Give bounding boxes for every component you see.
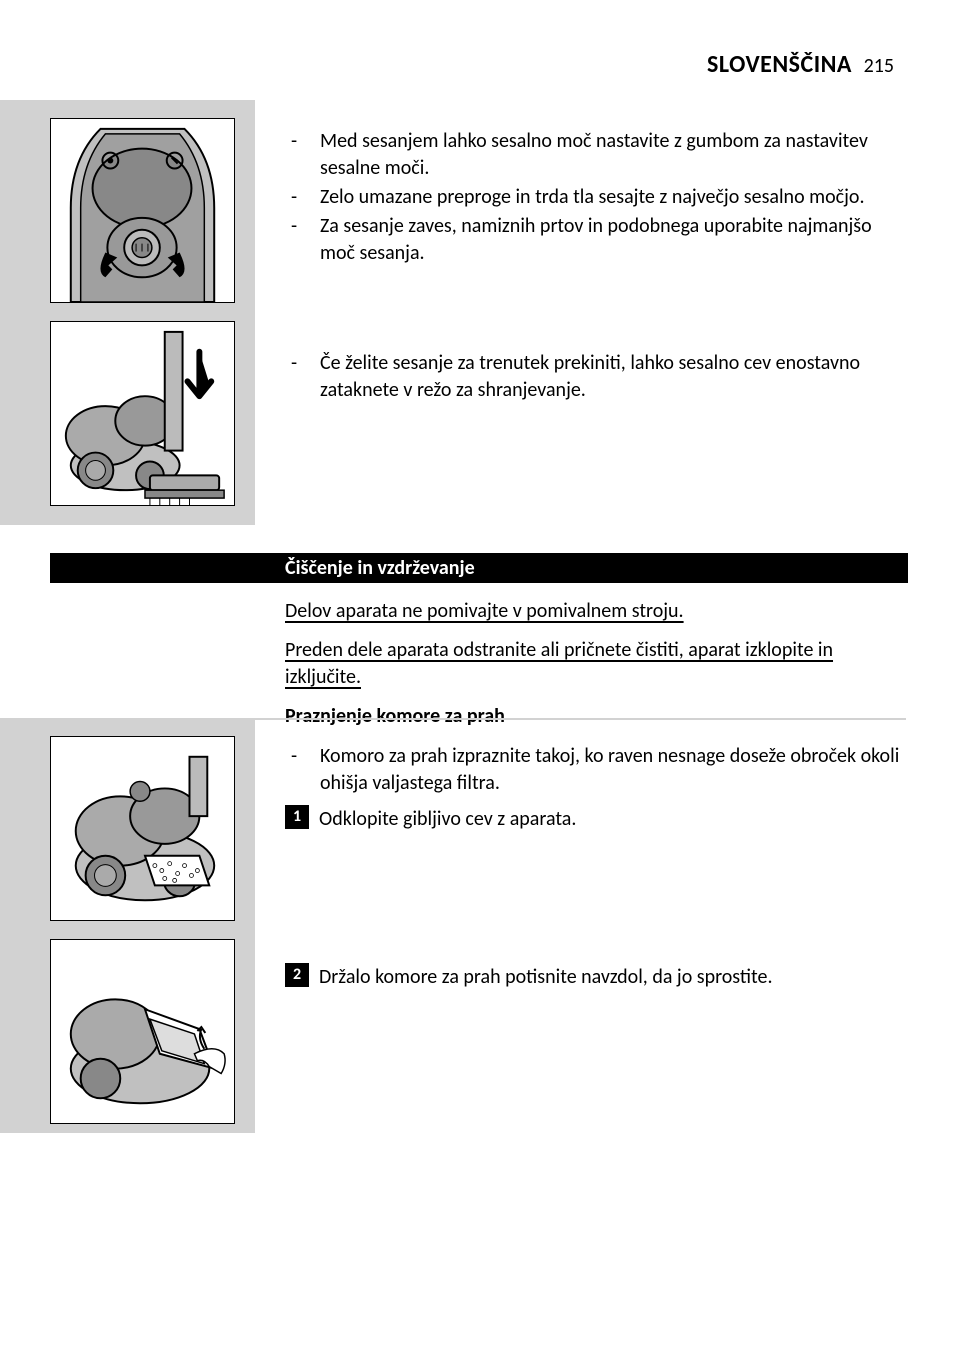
- bullet-text: Če želite sesanje za trenutek prekiniti,…: [320, 350, 900, 404]
- sidebar-figures-1: [0, 100, 255, 525]
- sidebar-figures-2: [0, 718, 255, 1133]
- step-text: Odklopite gibljivo cev z aparata.: [319, 805, 900, 833]
- bullet-item: - Komoro za prah izpraznite takoj, ko ra…: [285, 743, 900, 797]
- step-1: 1 Odklopite gibljivo cev z aparata.: [285, 805, 900, 833]
- bullet-text: Za sesanje zaves, namiznih prtov in podo…: [320, 213, 900, 267]
- content-block-4: 2 Držalo komore za prah potisnite navzdo…: [285, 955, 900, 999]
- figure-parking-slot: [50, 321, 235, 506]
- header-language: SLOVENŠČINA: [707, 50, 852, 79]
- bullet-text: Komoro za prah izpraznite takoj, ko rave…: [320, 743, 900, 797]
- page-header: SLOVENŠČINA 215: [707, 50, 894, 79]
- figure-power-dial: [50, 118, 235, 303]
- bullet-text: Med sesanjem lahko sesalno moč nastavite…: [320, 128, 900, 182]
- bullet-dash: -: [285, 743, 320, 797]
- subheading: Praznjenje komore za prah: [285, 703, 900, 730]
- content-block-2: - Če želite sesanje za trenutek prekinit…: [285, 350, 900, 406]
- content-warnings: Delov aparata ne pomivajte v pomivalnem …: [285, 598, 900, 730]
- content-block-1: - Med sesanjem lahko sesalno moč nastavi…: [285, 128, 900, 269]
- figure-release-dust: [50, 939, 235, 1124]
- bullet-dash: -: [285, 128, 320, 182]
- step-number-badge: 1: [285, 805, 309, 829]
- bullet-item: - Če želite sesanje za trenutek prekinit…: [285, 350, 900, 404]
- bullet-item: - Za sesanje zaves, namiznih prtov in po…: [285, 213, 900, 267]
- figure-dust-full: [50, 736, 235, 921]
- section-heading-bar: Čiščenje in vzdrževanje: [50, 553, 908, 583]
- step-number-badge: 2: [285, 963, 309, 987]
- bullet-dash: -: [285, 184, 320, 211]
- section-title: Čiščenje in vzdrževanje: [285, 556, 475, 580]
- warning-text-2: Preden dele aparata odstranite ali pričn…: [285, 637, 900, 691]
- bullet-text: Zelo umazane preproge in trda tla sesajt…: [320, 184, 900, 211]
- step-text: Držalo komore za prah potisnite navzdol,…: [319, 963, 900, 991]
- header-page-number: 215: [864, 54, 894, 78]
- warning-text-1: Delov aparata ne pomivajte v pomivalnem …: [285, 598, 900, 625]
- step-2: 2 Držalo komore za prah potisnite navzdo…: [285, 963, 900, 991]
- bullet-dash: -: [285, 350, 320, 404]
- bullet-item: - Med sesanjem lahko sesalno moč nastavi…: [285, 128, 900, 182]
- content-block-3: - Komoro za prah izpraznite takoj, ko ra…: [285, 743, 900, 841]
- bullet-dash: -: [285, 213, 320, 267]
- bullet-item: - Zelo umazane preproge in trda tla sesa…: [285, 184, 900, 211]
